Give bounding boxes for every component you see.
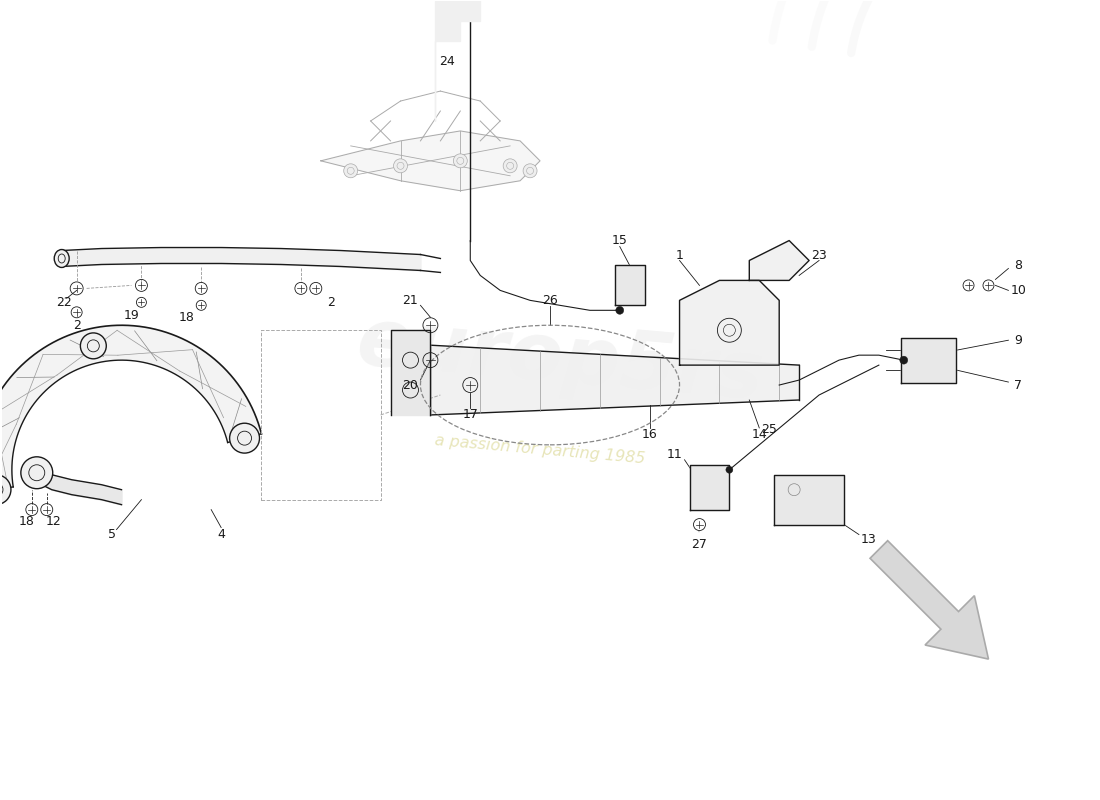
- Text: 14: 14: [751, 428, 767, 442]
- Text: 22: 22: [56, 296, 72, 309]
- Polygon shape: [615, 266, 645, 306]
- Polygon shape: [321, 131, 540, 190]
- Text: 11: 11: [667, 448, 682, 462]
- Text: 8: 8: [1014, 259, 1022, 272]
- Circle shape: [900, 356, 908, 364]
- Circle shape: [0, 474, 11, 505]
- Text: 13: 13: [861, 533, 877, 546]
- FancyArrow shape: [870, 541, 989, 659]
- Text: europ5rs: europ5rs: [353, 303, 767, 417]
- Text: 12: 12: [46, 515, 62, 528]
- Text: 7: 7: [1014, 378, 1022, 391]
- Text: 2: 2: [73, 318, 80, 332]
- Text: 20: 20: [403, 378, 418, 391]
- Text: 27: 27: [692, 538, 707, 551]
- Text: 4: 4: [217, 528, 226, 541]
- Text: 5: 5: [108, 528, 115, 541]
- Text: 24: 24: [440, 54, 455, 68]
- Text: 19: 19: [123, 309, 140, 322]
- Polygon shape: [749, 241, 810, 281]
- Circle shape: [343, 164, 358, 178]
- Text: 15: 15: [612, 234, 628, 247]
- Text: 1: 1: [675, 249, 683, 262]
- Polygon shape: [390, 330, 430, 415]
- Text: 18: 18: [178, 310, 195, 324]
- Circle shape: [453, 154, 468, 168]
- Text: 17: 17: [462, 409, 478, 422]
- Circle shape: [503, 159, 517, 173]
- Text: 25: 25: [761, 423, 778, 436]
- Circle shape: [80, 333, 107, 359]
- Circle shape: [230, 423, 260, 453]
- Circle shape: [524, 164, 537, 178]
- Polygon shape: [0, 326, 262, 492]
- Text: 18: 18: [19, 515, 35, 528]
- Text: 26: 26: [542, 294, 558, 307]
- Text: a passion for parting 1985: a passion for parting 1985: [434, 433, 646, 466]
- Text: 23: 23: [811, 249, 827, 262]
- Circle shape: [616, 306, 624, 314]
- Text: 10: 10: [1011, 284, 1026, 297]
- Circle shape: [21, 457, 53, 489]
- Polygon shape: [436, 0, 481, 121]
- Text: 2: 2: [327, 296, 334, 309]
- Polygon shape: [774, 474, 844, 525]
- Ellipse shape: [54, 250, 69, 267]
- Text: 16: 16: [641, 428, 658, 442]
- Circle shape: [394, 159, 407, 173]
- Polygon shape: [680, 281, 779, 365]
- Text: 9: 9: [1014, 334, 1022, 346]
- Polygon shape: [430, 345, 799, 415]
- Text: 21: 21: [403, 294, 418, 307]
- Circle shape: [726, 466, 733, 474]
- Polygon shape: [901, 338, 956, 382]
- Polygon shape: [690, 465, 729, 510]
